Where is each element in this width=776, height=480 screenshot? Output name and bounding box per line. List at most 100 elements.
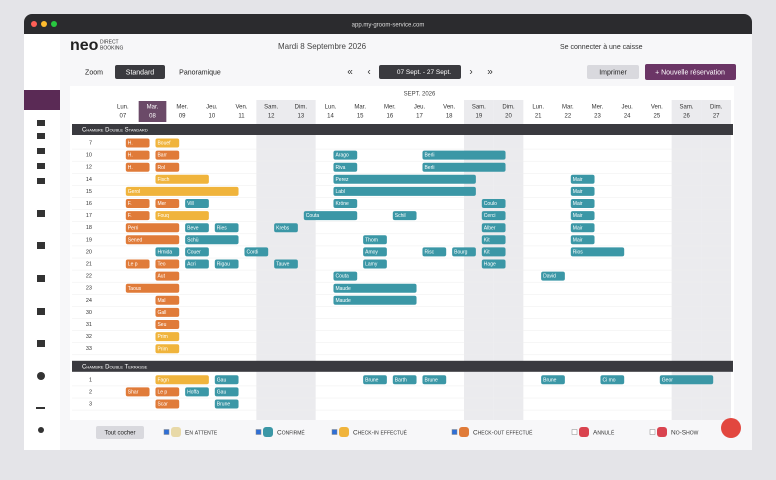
guest[interactable]: Fagn [157, 377, 169, 383]
guest[interactable]: Fisch [157, 177, 169, 183]
guest[interactable]: Hage [484, 262, 496, 268]
booking[interactable] [481, 247, 506, 257]
booking[interactable] [333, 295, 417, 305]
guest[interactable]: Hoffa [187, 390, 199, 396]
guest[interactable]: H. [128, 141, 133, 147]
legend-checkbox[interactable] [255, 429, 262, 435]
booking[interactable] [422, 375, 447, 385]
guest[interactable]: Mair [573, 213, 583, 219]
guest[interactable]: Scar [157, 402, 168, 408]
booking[interactable] [422, 247, 447, 257]
guest[interactable]: F. [128, 213, 132, 219]
guest[interactable]: Le p [157, 390, 167, 396]
guest[interactable]: Coulo [484, 201, 497, 207]
booking[interactable] [125, 138, 150, 148]
guest[interactable]: Sened [128, 237, 143, 243]
guest[interactable]: Berli [424, 153, 434, 159]
guest[interactable]: Tauve [276, 262, 290, 268]
guest[interactable]: Riva [335, 165, 345, 171]
booking[interactable] [125, 283, 180, 293]
booking[interactable] [333, 199, 358, 208]
booking[interactable] [125, 150, 150, 160]
guest[interactable]: Aut [157, 274, 165, 280]
booking[interactable] [600, 375, 625, 385]
guest[interactable]: Berli [424, 165, 434, 171]
booking[interactable] [659, 375, 714, 385]
guest[interactable]: Risc [424, 250, 434, 256]
guest[interactable]: Gall [157, 310, 166, 316]
guest[interactable]: Brune [365, 377, 379, 383]
booking[interactable] [570, 247, 625, 257]
booking[interactable] [185, 223, 209, 233]
guest[interactable]: Rigau [217, 262, 230, 268]
guest[interactable]: Acri [187, 262, 196, 268]
guest[interactable]: Cordi [246, 250, 258, 256]
nav-arrow[interactable]: › [469, 67, 472, 78]
guest[interactable]: Schil [395, 213, 406, 219]
view-label[interactable]: Panoramique [179, 69, 221, 76]
booking[interactable] [481, 211, 506, 221]
guest[interactable]: Ci mo [602, 377, 615, 383]
booking[interactable] [333, 174, 476, 184]
guest[interactable]: Mer [157, 201, 166, 207]
booking[interactable] [155, 138, 180, 148]
print-button[interactable] [587, 65, 639, 79]
guest[interactable]: Mair [573, 225, 583, 231]
guest[interactable]: Kröne [335, 201, 349, 207]
guest[interactable]: Bourg [454, 250, 468, 256]
guest[interactable]: H. [128, 153, 133, 159]
url[interactable]: app.my-groom-service.com [352, 23, 425, 29]
guest[interactable]: David [543, 274, 556, 280]
booking[interactable] [570, 186, 595, 196]
guest[interactable]: Bouef [157, 141, 171, 147]
booking[interactable] [274, 223, 298, 233]
booking[interactable] [125, 235, 180, 245]
guest[interactable]: Labl [335, 189, 344, 195]
booking[interactable] [155, 211, 209, 221]
booking[interactable] [155, 259, 180, 269]
booking[interactable] [155, 295, 180, 305]
guest[interactable]: Arago [335, 153, 349, 159]
booking[interactable] [541, 271, 565, 281]
guest[interactable]: Rol [157, 165, 165, 171]
guest[interactable]: H. [128, 165, 133, 171]
new-button[interactable] [645, 64, 736, 80]
guest[interactable]: Teo [157, 262, 165, 268]
guest[interactable]: Taous [128, 286, 142, 292]
range-button[interactable] [379, 65, 461, 79]
booking[interactable] [363, 235, 387, 245]
guest[interactable]: Ries [217, 225, 228, 231]
booking[interactable] [155, 174, 209, 184]
guest[interactable]: Mair [573, 177, 583, 183]
guest[interactable]: Alber [484, 225, 496, 231]
guest[interactable]: Gerol [128, 189, 140, 195]
guest[interactable]: Maude [335, 298, 351, 304]
guest[interactable]: Kit [484, 237, 490, 243]
guest[interactable]: Mair [573, 237, 583, 243]
booking[interactable] [392, 211, 417, 221]
booking[interactable] [570, 235, 595, 245]
guest[interactable]: Couta [306, 213, 320, 219]
legend-checkbox[interactable] [571, 429, 578, 435]
new-label[interactable]: + Nouvelle réservation [655, 69, 725, 76]
guest[interactable]: Brune [217, 402, 231, 408]
booking[interactable] [481, 259, 506, 269]
guest[interactable]: Lamy [365, 262, 378, 268]
booking[interactable] [570, 174, 595, 184]
guest[interactable]: Mair [573, 201, 583, 207]
nav-arrow[interactable]: « [347, 67, 353, 78]
booking[interactable] [214, 387, 239, 397]
guest[interactable]: Thom [365, 237, 378, 243]
sidebar-active[interactable] [24, 90, 60, 110]
booking[interactable] [125, 259, 150, 269]
booking[interactable] [185, 199, 209, 208]
booking[interactable] [125, 199, 150, 208]
guest[interactable]: Krebs [276, 225, 290, 231]
booking[interactable] [155, 199, 180, 208]
booking[interactable] [214, 259, 239, 269]
view-button[interactable] [115, 65, 165, 79]
view-label[interactable]: Standard [126, 69, 155, 76]
guest[interactable]: Kit [484, 250, 490, 256]
nav-arrow[interactable]: ‹ [367, 67, 370, 78]
maximize[interactable] [51, 21, 57, 27]
